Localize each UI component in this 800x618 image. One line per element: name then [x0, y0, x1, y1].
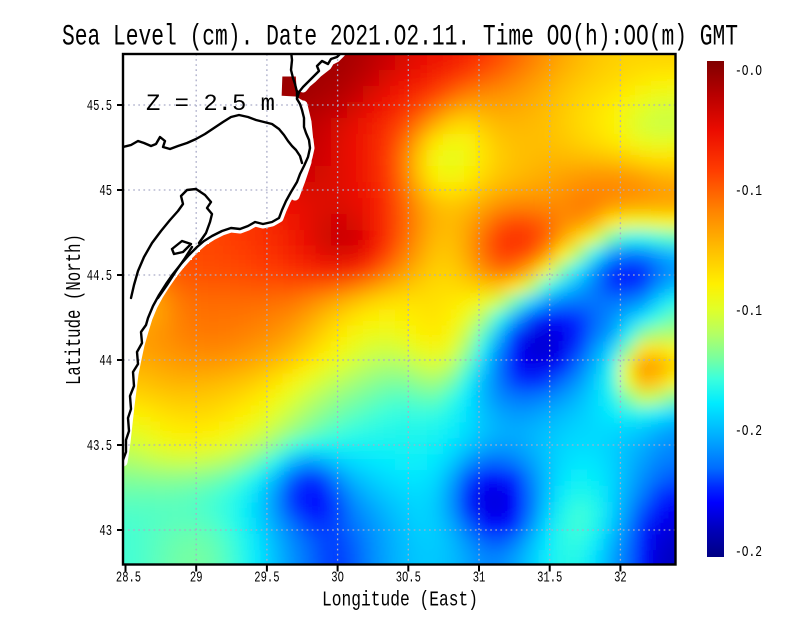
- svg-text:-O.1: -O.1: [735, 303, 762, 320]
- svg-text:45.5: 45.5: [87, 99, 112, 115]
- svg-text:-O.2: -O.2: [735, 544, 762, 561]
- svg-text:44: 44: [99, 354, 112, 370]
- svg-text:-O.1: -O.1: [735, 183, 762, 200]
- svg-text:43.5: 43.5: [87, 439, 112, 455]
- svg-text:29: 29: [190, 571, 203, 587]
- svg-text:28.5: 28.5: [116, 571, 141, 587]
- svg-text:Z = 2.5 m: Z = 2.5 m: [146, 91, 275, 117]
- svg-text:-O.O: -O.O: [735, 63, 762, 80]
- svg-text:31.5: 31.5: [537, 571, 562, 587]
- svg-text:Sea Level (cm). Date 2O21.O2.1: Sea Level (cm). Date 2O21.O2.11. Time OO…: [62, 21, 738, 55]
- svg-text:Longitude (East): Longitude (East): [322, 589, 478, 613]
- svg-text:29.5: 29.5: [254, 571, 279, 587]
- svg-text:31: 31: [473, 571, 486, 587]
- svg-text:-O.2: -O.2: [735, 423, 762, 440]
- svg-text:3O: 3O: [331, 571, 344, 587]
- svg-text:3O.5: 3O.5: [396, 571, 421, 587]
- svg-text:44.5: 44.5: [87, 269, 112, 285]
- svg-text:43: 43: [99, 524, 112, 540]
- svg-text:32: 32: [614, 571, 627, 587]
- svg-text:45: 45: [99, 184, 112, 200]
- svg-text:Latitude (North): Latitude (North): [63, 234, 87, 385]
